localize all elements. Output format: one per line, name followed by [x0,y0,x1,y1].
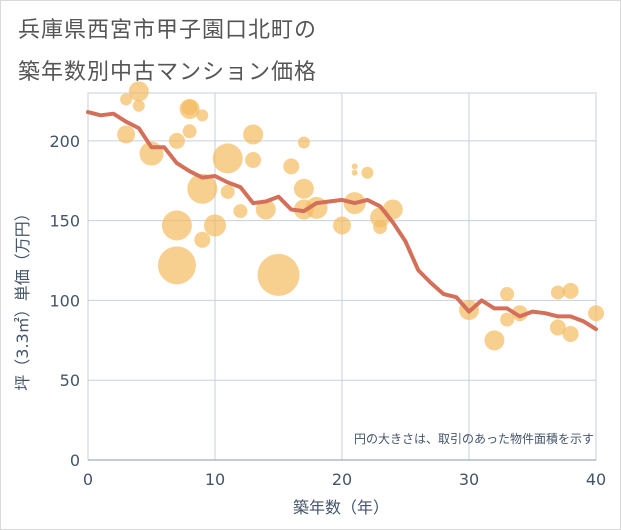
x-tick-label: 0 [83,470,93,489]
y-tick-label: 100 [49,291,80,310]
bubble-point [333,216,351,235]
bubble-point [196,109,209,122]
trend-line [86,110,598,332]
trend-series [86,110,598,332]
bubble-point [255,199,276,220]
bubble-point [157,246,196,285]
bubble-point [550,285,565,300]
y-axis-label: 坪（3.3㎡）単価（万円） [13,205,32,390]
bubble-point [128,81,149,102]
bubble-point [297,136,310,149]
bubble-point [212,143,243,174]
bubble-point [588,305,604,322]
bubble-point [187,173,218,204]
bubble-point [245,152,262,169]
bubble-point [373,220,388,235]
chart-title-line2: 築年数別中古マンション価格 [18,60,318,85]
bubble-point [293,178,314,199]
y-tick-label: 150 [49,212,80,231]
bubble-point [161,210,192,241]
bubble-point [484,330,505,351]
bubble-point [120,93,133,106]
axes: 0 50 100 150 200 0 10 20 30 40 [49,132,606,489]
x-tick-label: 10 [205,470,225,489]
bubble-point [204,214,226,237]
bubble-point [283,158,300,175]
chart-title-line1: 兵庫県西宮市甲子園口北町の [18,18,318,43]
bubble-point [500,312,515,327]
bubble-point [233,204,248,219]
bubble-point [182,124,197,139]
y-tick-label: 50 [60,371,80,390]
bubble-point [361,166,374,179]
bubble-point [181,99,198,116]
bubble-point [500,287,515,302]
x-tick-label: 20 [332,470,352,489]
bubble-point [220,184,235,199]
bubble-point [168,132,185,149]
bubble-point [351,163,358,170]
bubble-point [549,319,566,336]
bubble-point [132,99,145,112]
bubble-point [511,305,528,322]
x-tick-label: 40 [586,470,606,489]
x-tick-label: 30 [459,470,479,489]
bubble-point [257,253,300,296]
bubble-point [562,325,579,342]
y-tick-label: 0 [70,451,80,470]
bubble-point [243,124,264,145]
bubble-point [562,282,579,299]
bubble-series [117,81,604,351]
bubble-point [117,125,136,144]
x-axis-label: 築年数（年） [293,498,389,517]
bubble-point [351,169,358,176]
bubble-point [194,231,211,248]
y-tick-label: 200 [49,132,80,151]
size-note: 円の大きさは、取引のあった物件面積を示す [354,431,594,446]
